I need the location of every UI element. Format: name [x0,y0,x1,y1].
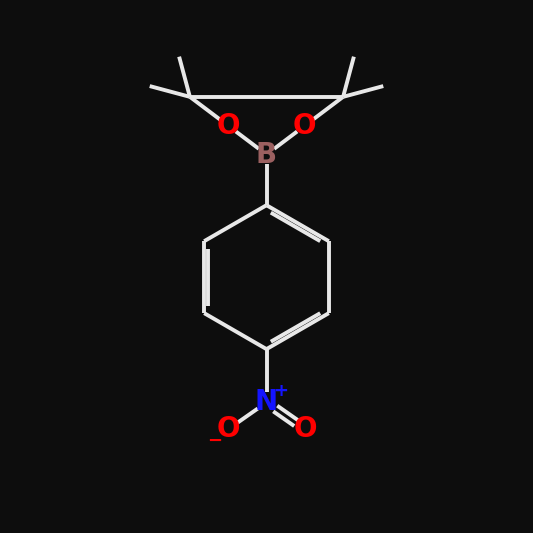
Text: O: O [216,415,240,443]
Text: O: O [293,112,317,140]
Text: O: O [293,415,317,443]
Text: B: B [256,141,277,168]
Text: −: − [207,432,222,450]
Text: +: + [273,382,288,400]
Text: N: N [255,389,278,416]
Text: O: O [216,112,240,140]
